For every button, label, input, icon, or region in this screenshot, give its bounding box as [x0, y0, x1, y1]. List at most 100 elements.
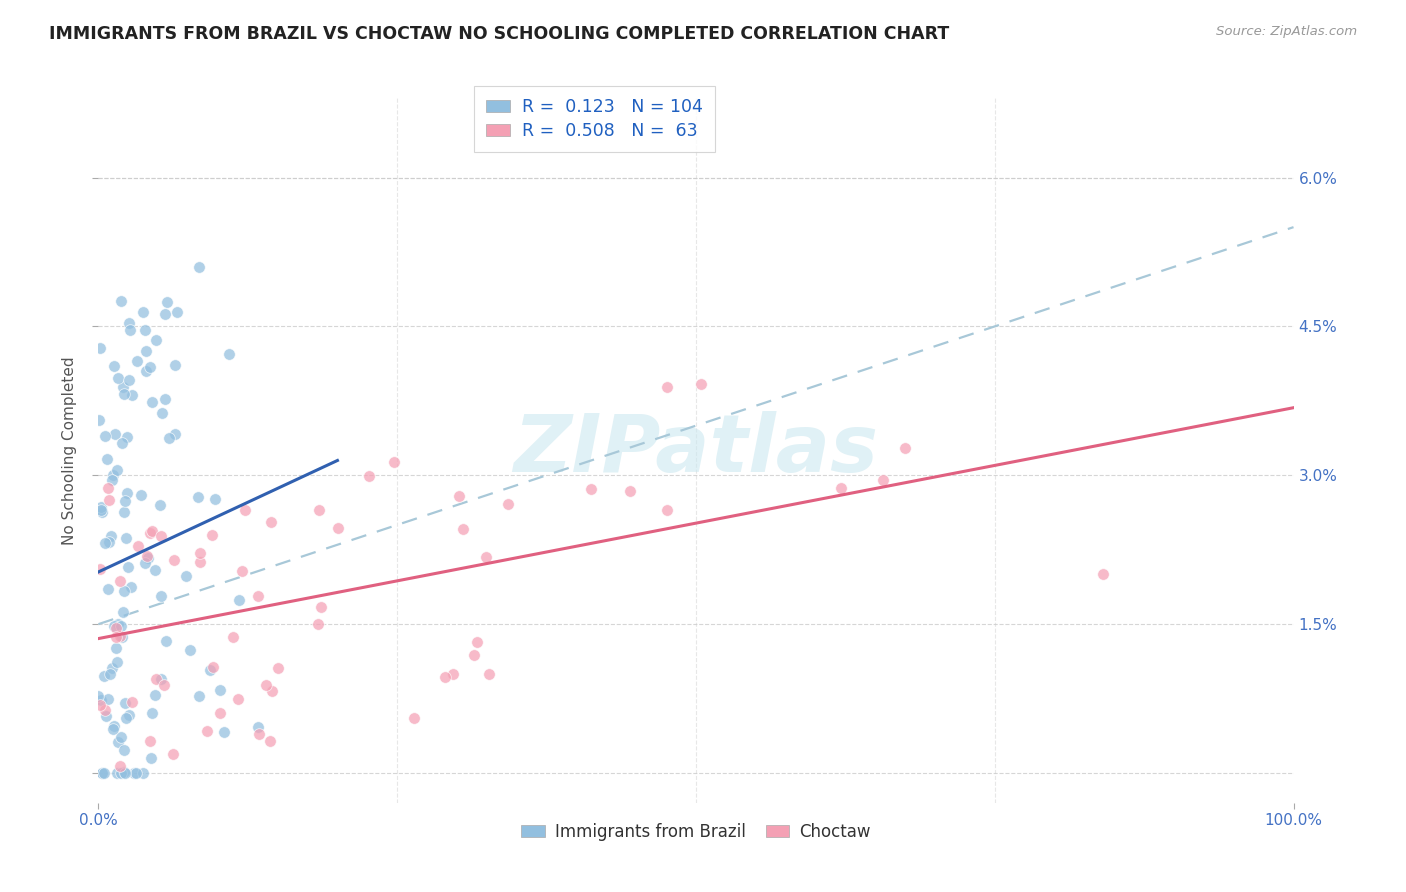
Point: [90, 766, 112, 780]
Point: [155, 633, 177, 648]
Text: ZIPatlas: ZIPatlas: [513, 411, 879, 490]
Point: [110, 759, 132, 773]
Point: [145, 672, 167, 686]
Point: [143, 563, 166, 577]
Point: [451, 522, 474, 536]
Point: [135, 344, 157, 359]
Point: [101, 473, 124, 487]
Point: [478, 667, 501, 681]
Point: [163, 359, 186, 373]
Point: [101, 468, 124, 483]
Point: [104, 622, 127, 636]
Point: [307, 616, 329, 631]
Point: [155, 294, 177, 309]
Point: [150, 528, 173, 542]
Point: [90, 692, 112, 706]
Point: [105, 640, 128, 655]
Point: [105, 766, 128, 780]
Point: [94, 709, 117, 723]
Point: [97, 692, 120, 706]
Point: [135, 364, 157, 378]
Legend: Immigrants from Brazil, Choctaw: Immigrants from Brazil, Choctaw: [515, 816, 877, 847]
Point: [111, 380, 134, 394]
Point: [136, 549, 159, 563]
Point: [110, 619, 132, 633]
Point: [121, 387, 143, 401]
Point: [96, 452, 118, 467]
Point: [218, 347, 240, 361]
Point: [104, 427, 127, 442]
Point: [259, 734, 281, 748]
Point: [89, 562, 111, 576]
Point: [463, 648, 485, 662]
Point: [149, 672, 172, 686]
Point: [112, 386, 135, 401]
Point: [231, 564, 253, 578]
Point: [98, 667, 121, 681]
Point: [404, 711, 426, 725]
Point: [153, 307, 176, 321]
Point: [112, 743, 135, 757]
Point: [114, 697, 136, 711]
Point: [830, 481, 852, 495]
Point: [121, 695, 143, 709]
Point: [434, 670, 457, 684]
Point: [262, 683, 284, 698]
Point: [443, 666, 465, 681]
Point: [107, 616, 129, 631]
Point: [655, 503, 678, 517]
Point: [97, 481, 120, 495]
Point: [872, 473, 894, 487]
Point: [114, 766, 136, 780]
Point: [125, 354, 148, 368]
Point: [115, 531, 138, 545]
Point: [110, 731, 132, 745]
Point: [359, 468, 381, 483]
Point: [188, 689, 211, 703]
Point: [689, 377, 711, 392]
Point: [138, 734, 160, 748]
Point: [166, 304, 188, 318]
Point: [87, 689, 110, 703]
Point: [134, 556, 156, 570]
Point: [110, 766, 132, 780]
Point: [174, 568, 197, 582]
Point: [153, 677, 176, 691]
Point: [107, 463, 129, 477]
Point: [101, 661, 124, 675]
Point: [114, 711, 136, 725]
Point: [256, 678, 278, 692]
Point: [97, 582, 120, 596]
Point: [162, 747, 184, 761]
Point: [143, 688, 166, 702]
Point: [136, 550, 159, 565]
Point: [107, 735, 129, 749]
Point: [132, 766, 155, 780]
Y-axis label: No Schooling Completed: No Schooling Completed: [62, 356, 77, 545]
Point: [103, 359, 125, 373]
Point: [108, 574, 131, 589]
Point: [247, 589, 270, 603]
Point: [103, 619, 125, 633]
Point: [118, 373, 141, 387]
Point: [112, 605, 135, 619]
Point: [201, 528, 224, 542]
Point: [94, 429, 117, 443]
Point: [247, 720, 270, 734]
Point: [233, 503, 256, 517]
Point: [100, 529, 122, 543]
Point: [204, 491, 226, 506]
Point: [103, 719, 125, 733]
Point: [134, 323, 156, 337]
Point: [141, 706, 163, 720]
Point: [150, 406, 173, 420]
Point: [93, 766, 115, 780]
Point: [308, 502, 330, 516]
Point: [190, 555, 212, 569]
Point: [186, 490, 208, 504]
Point: [141, 751, 163, 765]
Point: [139, 360, 162, 375]
Point: [163, 553, 186, 567]
Point: [179, 642, 201, 657]
Point: [465, 635, 488, 649]
